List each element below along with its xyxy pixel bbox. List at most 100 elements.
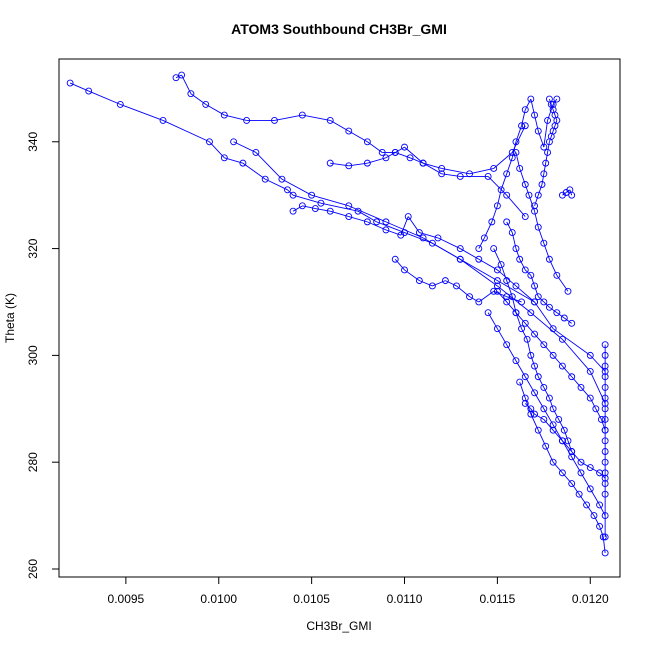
- data-point: [531, 111, 538, 119]
- series-segment: [437, 237, 461, 249]
- data-point: [540, 239, 548, 247]
- data-point: [480, 234, 488, 242]
- data-point: [601, 490, 609, 498]
- data-point: [549, 421, 557, 429]
- series-8: [490, 245, 576, 455]
- data-point: [596, 501, 604, 509]
- data-point: [577, 458, 585, 466]
- series-segment: [181, 74, 192, 94]
- data-point: [345, 213, 353, 220]
- x-tick-label: 0.0100: [200, 592, 237, 606]
- series-11: [516, 378, 609, 557]
- series-segment: [571, 376, 582, 388]
- series-segment: [515, 312, 522, 329]
- y-tick-label: 300: [26, 345, 40, 365]
- data-point: [586, 485, 594, 493]
- series-segment: [519, 168, 526, 185]
- series-segment: [530, 275, 535, 287]
- data-point: [475, 298, 483, 306]
- series-segment: [292, 205, 303, 212]
- series-segment: [478, 237, 485, 249]
- series-segment: [519, 259, 526, 271]
- series-segment: [537, 376, 545, 388]
- series-segment: [562, 192, 567, 196]
- data-point: [382, 218, 390, 226]
- data-point: [363, 138, 371, 146]
- data-point: [531, 362, 538, 370]
- plot-frame: [58, 58, 621, 578]
- series-segment: [534, 333, 545, 345]
- data-point: [586, 367, 594, 375]
- data-point: [540, 383, 548, 391]
- series-segment: [534, 301, 554, 329]
- data-point: [345, 162, 353, 170]
- data-point: [178, 71, 186, 79]
- data-marks: [66, 71, 609, 557]
- data-point: [508, 229, 516, 237]
- series-4: [230, 138, 609, 407]
- data-point: [601, 351, 609, 359]
- data-point: [521, 373, 529, 381]
- series-segment: [478, 258, 498, 271]
- data-point: [531, 202, 538, 210]
- series-segment: [205, 104, 225, 116]
- data-point: [549, 351, 557, 359]
- data-point: [601, 474, 609, 482]
- data-point: [488, 218, 496, 226]
- series-segment: [552, 461, 563, 474]
- data-point: [527, 309, 535, 317]
- data-point: [243, 116, 251, 124]
- series-segment: [571, 451, 582, 463]
- series-segment: [545, 152, 548, 164]
- series-segment: [292, 194, 322, 204]
- data-point: [531, 207, 538, 215]
- data-point: [391, 255, 399, 263]
- data-point: [531, 298, 538, 306]
- data-point: [597, 416, 605, 423]
- series-segment: [562, 440, 573, 452]
- x-tick-label: 0.0105: [293, 592, 330, 606]
- data-point: [453, 282, 460, 290]
- data-point: [239, 159, 247, 167]
- chart-title: ATOM3 Southbound CH3Br_GMI: [231, 21, 447, 37]
- data-point: [503, 191, 511, 199]
- y-tick-label: 320: [26, 238, 40, 258]
- series-0: [66, 79, 609, 375]
- series-segment: [571, 483, 580, 495]
- data-point: [308, 191, 316, 199]
- data-point: [601, 394, 609, 402]
- series-segment: [395, 146, 405, 153]
- y-tick-label: 340: [26, 131, 40, 151]
- data-point: [493, 277, 501, 285]
- series-segment: [599, 472, 606, 479]
- series-segment: [515, 248, 521, 260]
- data-point: [601, 448, 609, 455]
- series-5: [391, 255, 525, 306]
- series-9: [493, 287, 609, 434]
- data-point: [508, 154, 516, 162]
- series-segment: [589, 355, 606, 372]
- data-point: [493, 287, 501, 295]
- data-point: [540, 416, 548, 423]
- data-point: [568, 191, 576, 199]
- data-point: [583, 501, 591, 509]
- data-point: [560, 314, 568, 322]
- series-segment: [534, 365, 539, 377]
- series-segment: [534, 413, 545, 420]
- data-point: [493, 325, 501, 333]
- data-point: [373, 218, 381, 226]
- data-point: [558, 437, 566, 445]
- series-segment: [589, 371, 606, 404]
- series-segment: [519, 381, 526, 399]
- data-point: [531, 330, 538, 338]
- series-segment: [552, 429, 563, 442]
- data-point: [531, 389, 538, 397]
- data-point: [540, 170, 548, 178]
- data-point: [586, 394, 594, 402]
- series-segment: [578, 493, 587, 506]
- series-segment: [329, 120, 350, 132]
- data-point: [503, 218, 511, 226]
- data-point: [326, 116, 334, 124]
- series-segment: [460, 258, 498, 282]
- data-point: [404, 213, 412, 220]
